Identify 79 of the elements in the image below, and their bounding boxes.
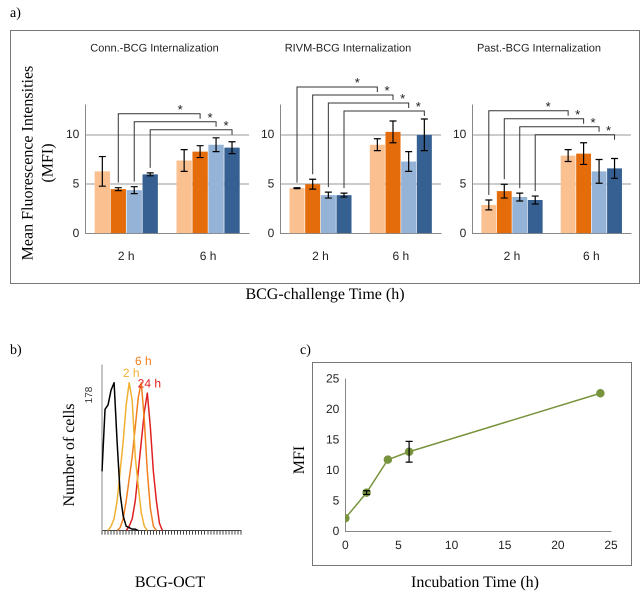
bar [208,144,224,234]
bar [126,190,142,234]
bar [320,195,336,234]
text: 178 [84,386,95,404]
bar [576,154,592,234]
y-tick-label: 5 [332,493,340,508]
x-tick-label: 6 h [200,249,216,264]
chart-title: Past.-BCG Internalization [476,42,602,55]
y-tick-label: 5 [268,176,275,191]
bar [385,132,401,234]
y-tick-label: 5 [72,176,80,191]
bar [305,184,320,234]
bar [416,134,432,234]
point [596,388,605,398]
bar [607,168,622,234]
annotation: * [590,114,596,130]
bar [512,197,528,234]
text: b) [10,343,22,359]
bar [94,171,110,234]
y-tick-label: 25 [326,372,340,386]
y-tick-label: 0 [460,226,467,240]
series-label: 2 h [122,366,140,380]
bar [192,152,208,234]
y-tick-label: 10 [326,462,340,477]
annotation: * [606,122,612,138]
annotation: * [223,118,229,133]
text: * [354,75,360,90]
text: * [384,83,390,98]
x-tick-label: 6 h [582,249,600,264]
bar [142,174,158,234]
bar [176,160,192,234]
y-tick-label: 0 [332,524,340,538]
x-tick-label: 2 h [118,249,135,264]
chart-title: RIVM-BCG Internalization [284,42,412,55]
y-tick-label: 10 [260,127,275,142]
bar [528,200,543,234]
annotation: * [208,110,213,125]
x-tick-label: 6 h [392,249,410,264]
text: c) [300,343,311,359]
series-label: 6 h [134,354,152,368]
x-tick-label: 5 [395,538,402,552]
y-tick-label: 20 [326,402,340,416]
bar [224,148,240,234]
series-label: 24 h [138,376,162,390]
y-tick-label: 15 [326,432,340,446]
annotation: * [416,99,421,114]
x-axis-title: BCG-challenge Time (h) [244,286,406,304]
chart-title: Conn.-BCG Internalization [90,42,219,55]
y-axis-title: MFI [290,444,309,476]
bar [481,204,496,234]
y-axis-title: Mean Fluorescence Intensities (MFI) [18,64,57,262]
bar [401,162,416,234]
bar [592,171,606,234]
annotation: * [178,102,183,117]
annotation: * [575,106,580,122]
x-tick-label: 2 h [312,249,329,264]
y-tick-label: 0 [72,226,80,240]
text: a) [10,6,21,22]
y-tick-label: 10 [452,127,467,142]
bar [110,189,126,234]
bar [496,191,512,234]
x-tick-label: 25 [604,538,618,552]
y-tick-label: 10 [66,127,80,142]
y-axis-title: Number of cells [61,403,78,507]
x-axis-title: BCG-OCT [134,574,206,592]
bar [370,144,385,234]
bar [289,188,305,234]
y-tick-label: 0 [268,226,275,240]
annotation: * [400,91,406,106]
y-tick-label: 5 [460,176,467,191]
annotation: * [546,98,551,114]
bar [336,195,352,234]
x-tick-label: 15 [498,538,512,552]
x-tick-label: 2 h [504,249,520,264]
bar [560,156,576,234]
x-tick-label: 0 [342,538,350,552]
x-axis-title: Incubation Time (h) [410,574,540,592]
x-tick-label: 20 [551,538,565,552]
point [384,455,392,464]
